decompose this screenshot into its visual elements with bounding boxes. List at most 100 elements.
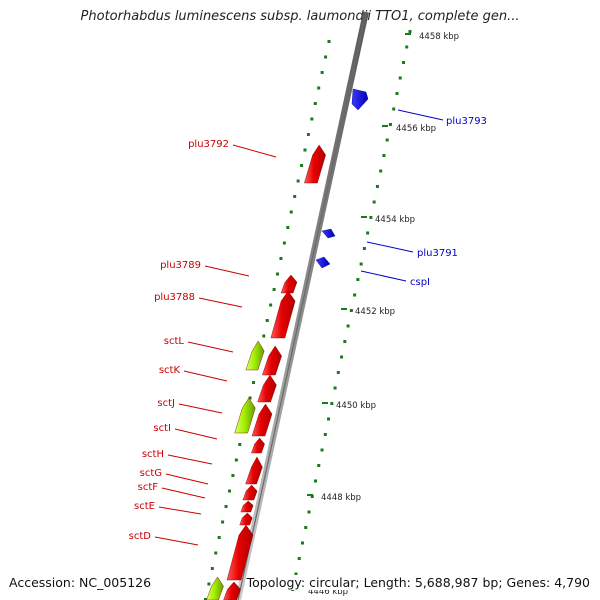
label-sctH[interactable]: sctH [142, 449, 164, 460]
gene-plu3791[interactable] [321, 228, 336, 239]
tick-mark [340, 355, 344, 359]
tick-mark [313, 102, 317, 105]
gene-plu3788[interactable] [270, 290, 296, 339]
tick-mark [293, 195, 297, 198]
tick-mark [210, 567, 214, 570]
tick-mark [320, 71, 324, 74]
tick-mark [269, 303, 273, 307]
tick-mark [405, 45, 409, 49]
tick-mark [306, 133, 310, 136]
gene-sctD[interactable] [226, 524, 254, 581]
leader-line [178, 403, 223, 414]
leader-line [167, 454, 213, 465]
gene-partial-green[interactable] [206, 576, 224, 600]
gene-sctJ[interactable] [251, 403, 273, 437]
tick-mark [272, 288, 276, 291]
label-plu3789[interactable]: plu3789 [160, 260, 201, 271]
tick-mark [398, 76, 402, 80]
kbp-tick-dash [341, 308, 347, 310]
label-sctL[interactable]: sctL [164, 336, 185, 347]
gene-sctG[interactable] [242, 484, 258, 501]
kbp-tick-label: 4446 kbp [308, 587, 348, 597]
gene-sctI[interactable] [251, 437, 265, 454]
gene-partial-red[interactable] [223, 581, 241, 600]
label-sctF[interactable]: sctF [138, 482, 159, 493]
tick-mark [317, 464, 321, 467]
label-sctG[interactable]: sctG [140, 468, 162, 479]
gene-sctL-secretion[interactable] [245, 340, 265, 371]
outer-tick-ring [291, 30, 412, 591]
label-sctJ[interactable]: sctJ [157, 398, 175, 409]
gene-sctE[interactable] [239, 512, 253, 526]
tick-mark [372, 200, 376, 204]
label-sctI[interactable]: sctI [153, 423, 171, 434]
tick-mark [379, 169, 383, 173]
tick-mark [310, 495, 314, 498]
tick-mark [349, 309, 353, 312]
tick-mark [320, 448, 324, 452]
tick-mark [289, 210, 293, 214]
gene-cspI[interactable] [315, 256, 331, 269]
tick-mark [296, 179, 300, 183]
leader-line [174, 428, 218, 440]
tick-mark [324, 55, 328, 59]
leader-line [158, 506, 202, 515]
leader-line [154, 536, 199, 546]
label-plu3792[interactable]: plu3792 [188, 139, 229, 150]
gene-sctK[interactable] [257, 374, 277, 403]
kbp-tick-label: 4450 kbp [336, 401, 376, 411]
gene-sctL[interactable] [262, 345, 282, 376]
leader-line [187, 341, 234, 353]
kbp-tick-label: 4454 kbp [375, 215, 415, 225]
tick-mark [333, 386, 337, 390]
tick-mark [327, 417, 331, 421]
tick-mark [227, 489, 231, 493]
kbp-tick-label: 4456 kbp [396, 124, 436, 134]
gene-plu3793[interactable] [351, 88, 369, 111]
gene-sctF[interactable] [240, 500, 254, 513]
tick-mark [310, 117, 314, 121]
tick-mark [203, 598, 207, 600]
tick-mark [303, 148, 307, 152]
tick-mark [282, 241, 286, 245]
leader-line [183, 370, 228, 382]
genome-stats-text: Topology: circular; Length: 5,688,987 bp… [246, 575, 590, 590]
tick-mark [356, 278, 360, 281]
gene-plu3792[interactable] [304, 144, 326, 184]
leader-line [397, 109, 444, 121]
tick-mark [217, 536, 221, 539]
tick-mark [286, 226, 290, 229]
leader-line [198, 297, 243, 308]
map-title: Photorhabdus luminescens subsp. laumondi… [80, 9, 520, 24]
label-plu3791[interactable]: plu3791 [417, 248, 458, 259]
label-sctD[interactable]: sctD [129, 531, 152, 542]
tick-mark [214, 551, 218, 555]
label-sctK[interactable]: sctK [159, 365, 181, 376]
tick-mark [362, 247, 366, 250]
tick-mark [408, 30, 412, 33]
tick-mark [265, 319, 269, 322]
tick-mark [369, 216, 373, 219]
label-sctE[interactable]: sctE [134, 501, 155, 512]
label-plu3793[interactable]: plu3793 [446, 116, 487, 127]
label-plu3788[interactable]: plu3788 [154, 292, 195, 303]
tick-mark [248, 396, 252, 400]
tick-mark [317, 86, 321, 90]
kbp-tick-label: 4452 kbp [355, 307, 395, 317]
gene-sctJ-secretion[interactable] [234, 397, 256, 434]
tick-mark [304, 526, 308, 529]
tick-mark [385, 138, 389, 142]
gene-plu3789[interactable] [280, 274, 298, 294]
leader-line [360, 270, 407, 282]
label-cspI[interactable]: cspI [410, 277, 430, 288]
tick-mark [307, 510, 311, 514]
tick-mark [234, 458, 238, 462]
tick-mark [207, 582, 211, 586]
tick-mark [327, 40, 331, 43]
tick-mark [221, 520, 225, 524]
gene-sctH[interactable] [245, 456, 263, 485]
tick-mark [252, 381, 256, 384]
accession-text: Accession: NC_005126 [9, 575, 152, 590]
leader-line [232, 144, 277, 158]
